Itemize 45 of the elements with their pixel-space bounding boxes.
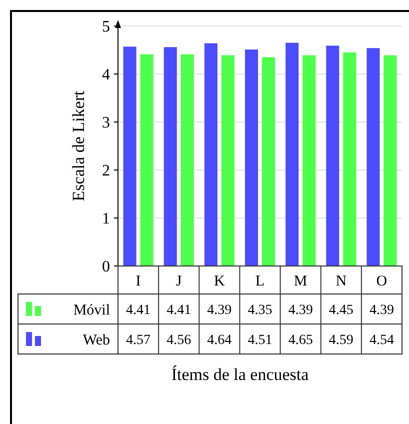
bar [245, 50, 258, 266]
bar [123, 46, 136, 266]
x-axis-title: Ítems de la encuesta [171, 365, 310, 384]
bar [204, 43, 218, 266]
data-label: 4.41 [166, 302, 192, 318]
legend-label: Móvil [73, 302, 110, 318]
data-label: 4.57 [126, 332, 151, 348]
bar [262, 57, 275, 266]
y-tick-label: 1 [102, 210, 110, 228]
y-tick-label: 4 [102, 66, 110, 84]
bar [302, 55, 316, 266]
data-label: 4.64 [207, 332, 232, 348]
data-label: 4.41 [126, 302, 151, 318]
y-tick-label: 3 [102, 114, 110, 132]
x-tick-label: N [336, 273, 347, 290]
x-tick-label: I [136, 273, 141, 290]
x-tick-label: K [214, 273, 226, 290]
data-label: 4.45 [328, 302, 354, 318]
data-label: 4.51 [248, 332, 272, 348]
data-label: 4.56 [166, 332, 192, 348]
text: Web [82, 332, 110, 348]
bar [384, 55, 397, 266]
bar [286, 42, 299, 266]
x-tick-label: L [255, 273, 265, 290]
data-label: 4.59 [328, 332, 354, 348]
y-tick-label: 5 [102, 18, 110, 36]
x-tick-label: M [294, 273, 308, 290]
data-label: 4.35 [248, 302, 272, 318]
bar [326, 46, 340, 266]
bar [366, 48, 380, 266]
x-tick-label: O [376, 273, 388, 290]
data-label: 4.39 [369, 302, 394, 318]
data-label: 4.65 [288, 332, 313, 348]
bar [140, 54, 154, 266]
bar [180, 54, 194, 266]
data-label: 4.39 [288, 302, 313, 318]
bar [221, 55, 234, 266]
y-axis-title: Escala de Likert [69, 90, 88, 202]
data-label: 4.39 [207, 302, 232, 318]
y-tick-label: 0 [102, 258, 110, 276]
bar [164, 47, 177, 266]
bar [343, 52, 356, 266]
y-tick-label: 2 [102, 162, 110, 180]
x-tick-label: J [176, 273, 182, 290]
data-label: 4.54 [369, 332, 394, 348]
